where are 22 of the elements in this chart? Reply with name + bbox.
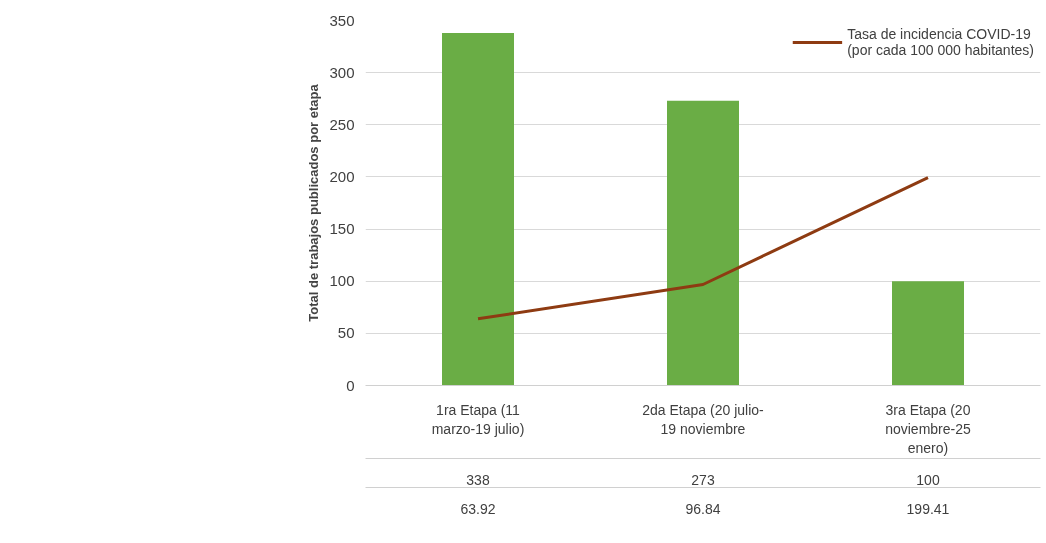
bar [442, 33, 514, 386]
bar [667, 100, 739, 386]
data-label: 63.92 [460, 500, 496, 517]
data-label: 338 [466, 471, 490, 488]
y-axis-title: Total de trabajos publicados por etapa [306, 83, 322, 322]
y-tick-label: 350 [329, 11, 355, 29]
y-tick-label: 300 [329, 63, 355, 81]
y-tick-label: 200 [329, 167, 355, 185]
y-tick-label: 0 [346, 376, 355, 394]
data-label: 100 [916, 471, 940, 488]
bar [892, 281, 964, 386]
x-tick-label: 2da Etapa (20 julio- 19 noviembre [642, 401, 765, 437]
y-tick-label: 150 [329, 220, 355, 238]
y-tick-label: 50 [337, 324, 355, 342]
data-label: 199.41 [906, 500, 950, 517]
x-tick-label: 1ra Etapa (11 marzo-19 julio) [431, 401, 525, 437]
y-tick-label: 100 [329, 272, 355, 290]
legend-label: Tasa de incidencia COVID-19 (por cada 100 000 habitantes) [847, 26, 1034, 58]
y-tick-label: 250 [329, 115, 355, 133]
x-tick-label: 3ra Etapa (20 noviembre-25 enero) [885, 401, 972, 456]
data-label: 273 [691, 471, 715, 488]
data-label: 96.84 [685, 500, 721, 517]
